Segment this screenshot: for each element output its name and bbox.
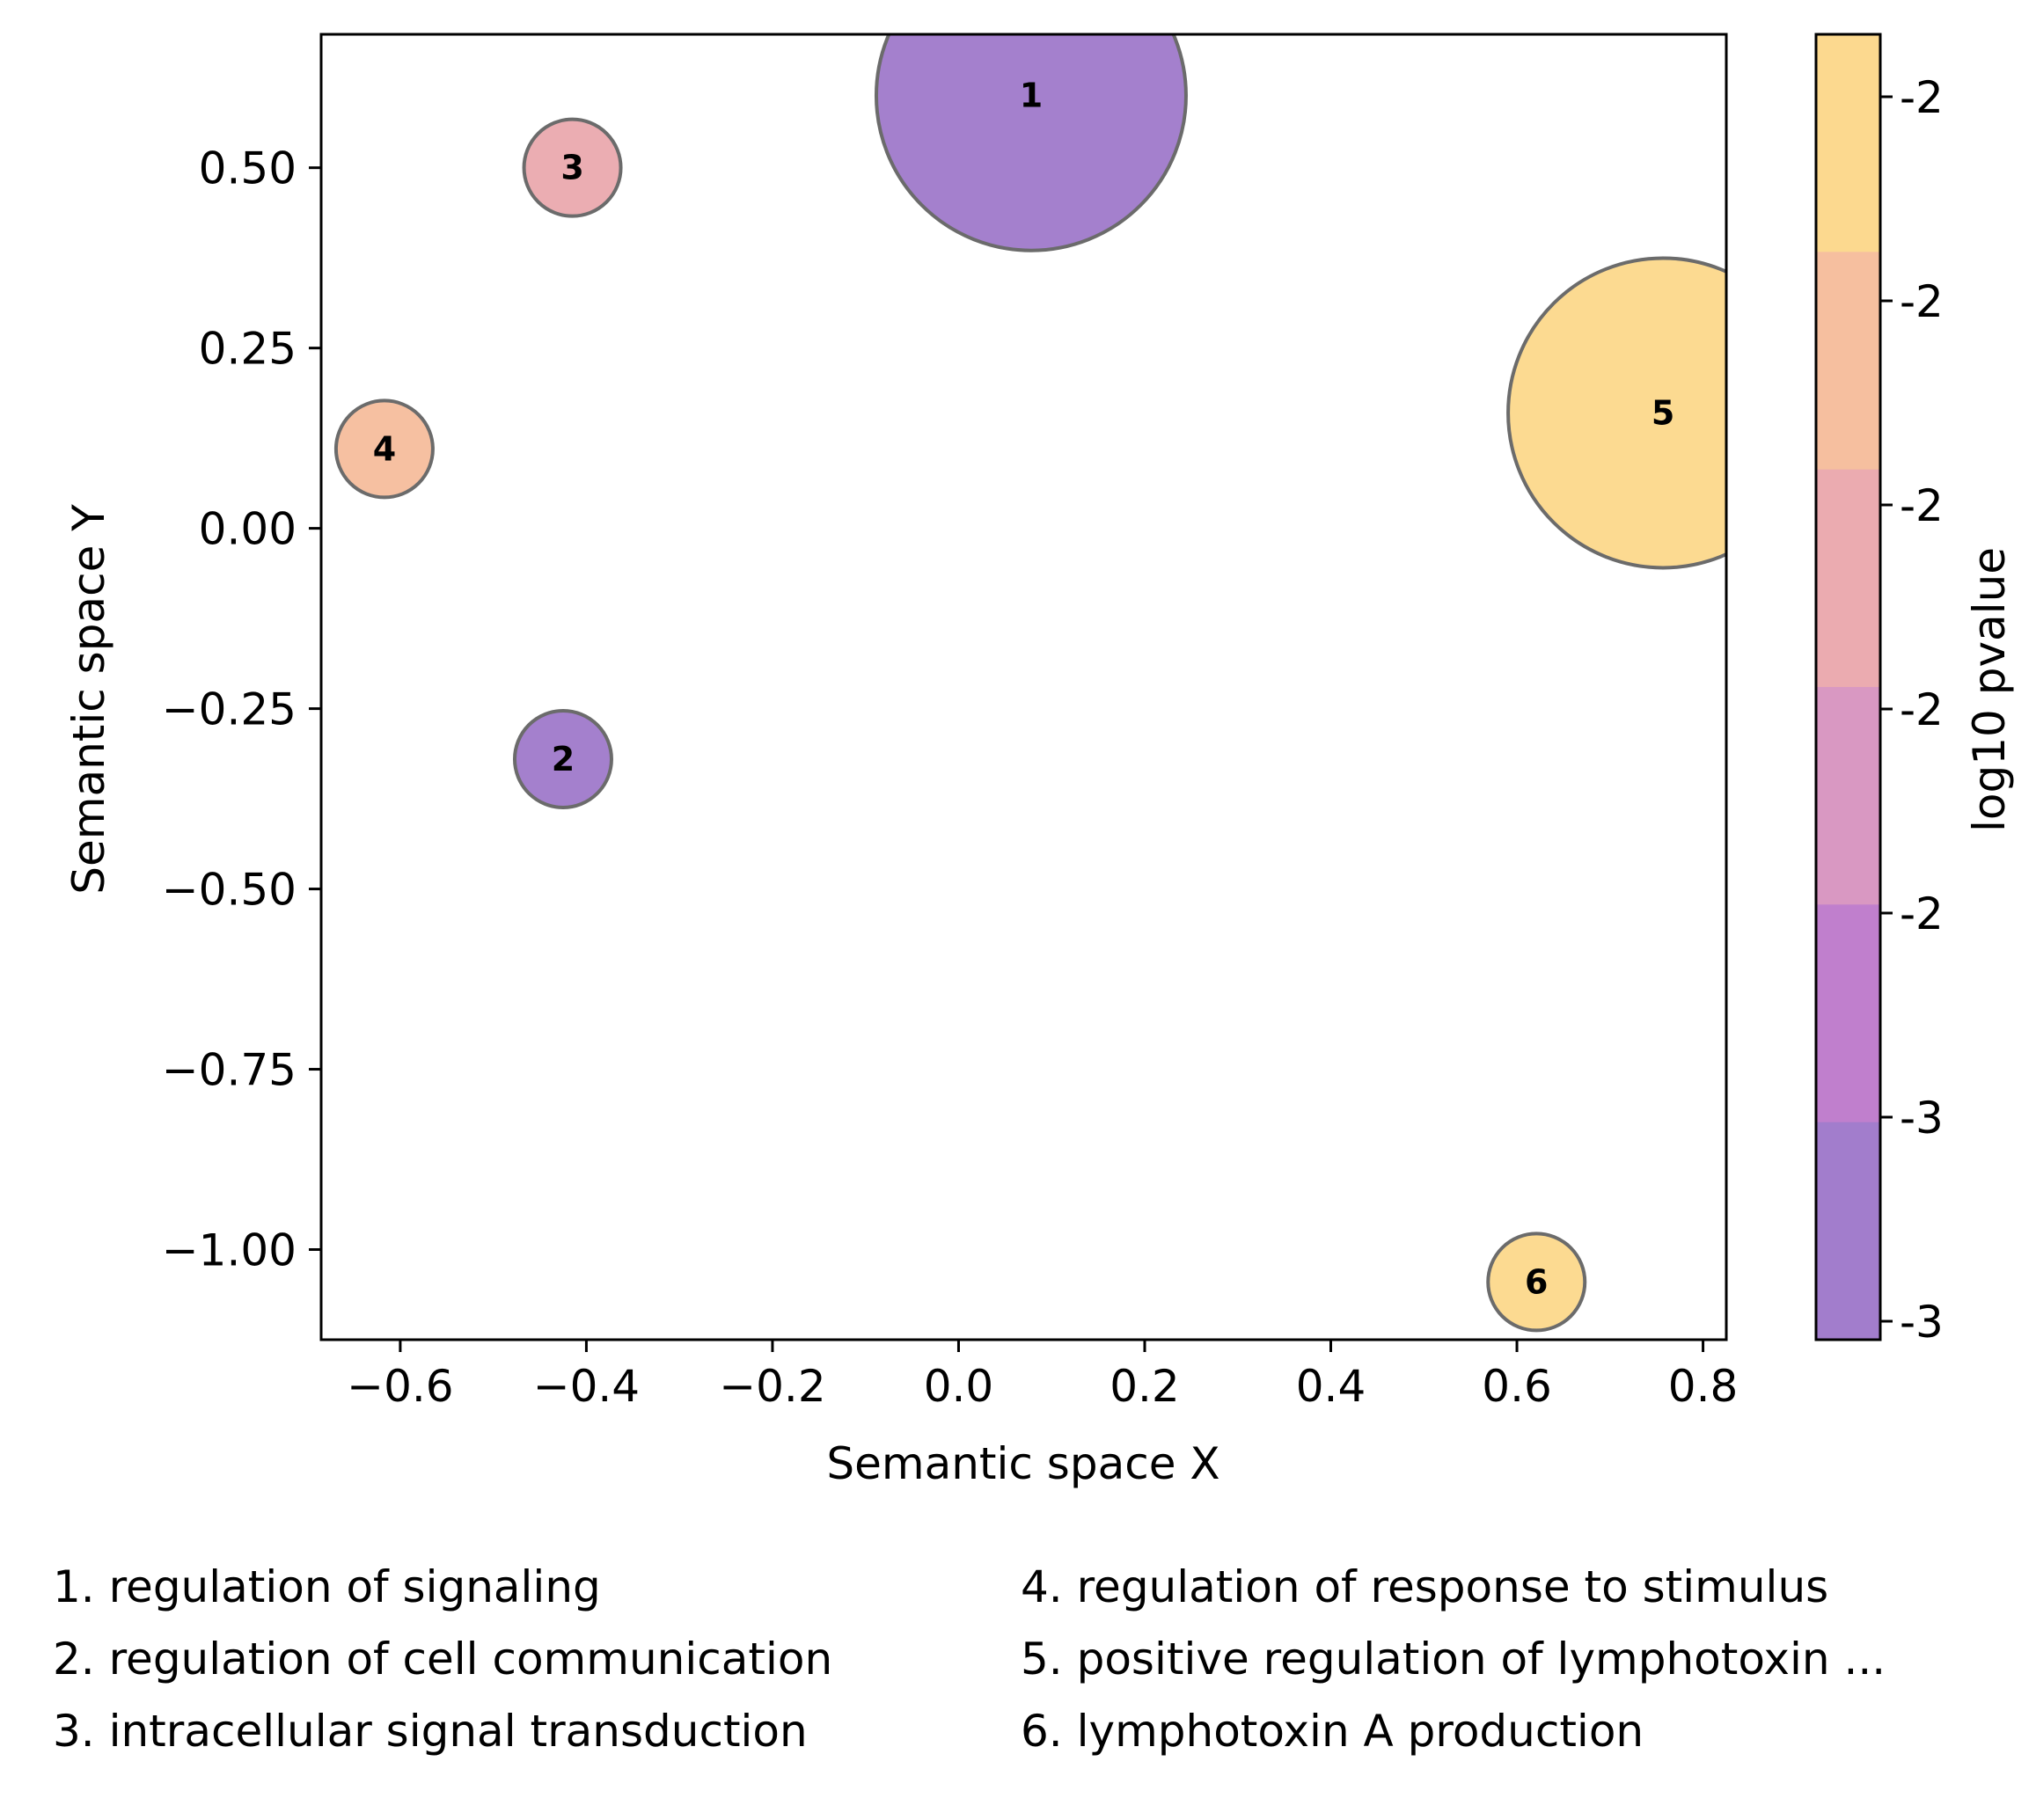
x-tick-label: −0.6 bbox=[347, 1361, 453, 1412]
bubble-label-2: 2 bbox=[552, 740, 575, 778]
colorbar-segment bbox=[1816, 904, 1880, 1123]
bubble-label-6: 6 bbox=[1525, 1262, 1548, 1301]
x-tick-label: 0.4 bbox=[1296, 1361, 1366, 1412]
colorbar-tick-label: -2 bbox=[1900, 276, 1944, 327]
colorbar-tick-label: -2 bbox=[1900, 480, 1944, 531]
y-tick-label: −1.00 bbox=[162, 1225, 297, 1276]
colorbar-segment bbox=[1816, 469, 1880, 688]
y-tick-label: −0.75 bbox=[162, 1045, 297, 1096]
y-tick-label: 0.00 bbox=[199, 504, 297, 555]
colorbar-tick-label: -3 bbox=[1900, 1093, 1944, 1144]
plot-frame bbox=[319, 33, 1728, 1341]
y-tick-label: −0.25 bbox=[162, 684, 297, 735]
bubble-5 bbox=[1506, 256, 1726, 570]
x-tick-label: 0.8 bbox=[1668, 1361, 1739, 1412]
bubble-1 bbox=[875, 34, 1188, 252]
legend-item-3: 3. intracellular signal transduction bbox=[53, 1706, 808, 1757]
legend-item-6: 6. lymphotoxin A production bbox=[1021, 1706, 1644, 1757]
colorbar-tick-label: -2 bbox=[1900, 888, 1944, 939]
y-tick-label: 0.50 bbox=[199, 143, 297, 194]
legend-item-2: 2. regulation of cell communication bbox=[53, 1634, 833, 1685]
x-tick-label: −0.4 bbox=[533, 1361, 640, 1412]
bubble-label-4: 4 bbox=[373, 429, 396, 468]
colorbar-frame bbox=[1814, 33, 1882, 1341]
colorbar-label: log10 pvalue bbox=[1964, 547, 2015, 832]
term-legend: 1. regulation of signaling 4. regulation… bbox=[53, 1557, 2024, 1761]
y-tick-label: −0.50 bbox=[162, 865, 297, 916]
x-tick-label: 0.0 bbox=[924, 1361, 994, 1412]
legend-item-5: 5. positive regulation of lymphotoxin ..… bbox=[1021, 1634, 1886, 1685]
colorbar-tick-label: -3 bbox=[1900, 1297, 1944, 1348]
colorbar-tick-label: -2 bbox=[1900, 72, 1944, 123]
bubble-6 bbox=[1486, 1232, 1587, 1333]
x-tick-label: −0.2 bbox=[719, 1361, 825, 1412]
bubble-label-5: 5 bbox=[1652, 393, 1674, 432]
colorbar-segment bbox=[1816, 34, 1880, 252]
colorbar-tick-label: -2 bbox=[1900, 684, 1944, 735]
bubble-3 bbox=[522, 117, 623, 218]
y-tick-label: 0.25 bbox=[199, 324, 297, 375]
x-tick-label: 0.2 bbox=[1110, 1361, 1180, 1412]
x-tick-label: 0.6 bbox=[1482, 1361, 1552, 1412]
bubble-label-3: 3 bbox=[560, 149, 583, 187]
x-axis-label: Semantic space X bbox=[826, 1438, 1219, 1489]
legend-item-4: 4. regulation of response to stimulus bbox=[1021, 1561, 1829, 1612]
legend-item-1: 1. regulation of signaling bbox=[53, 1561, 601, 1612]
colorbar-segment bbox=[1816, 687, 1880, 905]
bubble-4 bbox=[333, 398, 435, 500]
bubble-2 bbox=[512, 708, 613, 809]
colorbar-segment bbox=[1816, 1122, 1880, 1341]
colorbar-segment bbox=[1816, 252, 1880, 471]
y-axis-label: Semantic space Y bbox=[63, 504, 114, 895]
bubble-label-1: 1 bbox=[1020, 77, 1043, 115]
